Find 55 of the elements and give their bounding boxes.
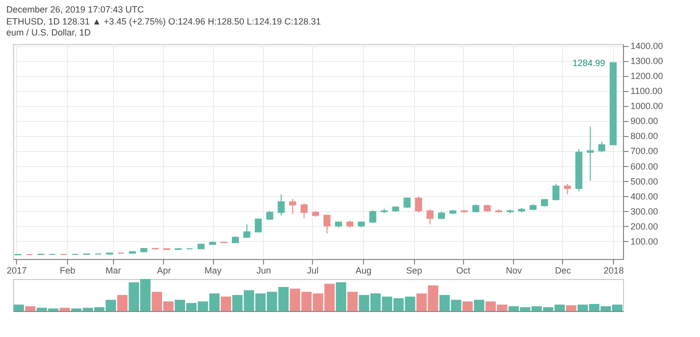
bar bbox=[117, 295, 128, 311]
candlestick bbox=[243, 224, 250, 238]
bar bbox=[462, 301, 473, 311]
candlestick bbox=[586, 126, 594, 182]
y-tick-label: 200.00 bbox=[630, 221, 658, 232]
x-tick-label: May bbox=[204, 266, 222, 276]
candlestick bbox=[289, 198, 296, 214]
x-tick-label: Mar bbox=[106, 266, 122, 276]
bar bbox=[14, 304, 24, 311]
x-tick-label: 2017 bbox=[6, 266, 27, 276]
x-tick-label: Aug bbox=[355, 266, 372, 276]
text: eum / U.S. Dollar, 1D bbox=[6, 28, 92, 38]
y-tick-label: 300.00 bbox=[630, 206, 658, 216]
candlestick bbox=[369, 210, 376, 224]
bar bbox=[336, 282, 346, 311]
candlestick bbox=[426, 208, 434, 225]
bar bbox=[220, 296, 232, 311]
y-tick-label: 1400.00 bbox=[630, 41, 664, 52]
y-tick-label: 1000.00 bbox=[630, 101, 664, 112]
y-tick-label: 800.00 bbox=[630, 131, 658, 142]
candlestick bbox=[415, 196, 422, 213]
x-tick-label: Sep bbox=[406, 266, 422, 276]
bar bbox=[60, 308, 70, 311]
y-tick-label: 900.00 bbox=[630, 116, 658, 126]
x-tick-label: Dec bbox=[554, 266, 572, 276]
x-tick-label: Jun bbox=[256, 266, 271, 276]
x-tick-label: Nov bbox=[506, 266, 522, 276]
candlestick bbox=[323, 214, 330, 234]
y-tick-label: 600.00 bbox=[630, 161, 658, 172]
y-tick-label: 500.00 bbox=[630, 176, 658, 186]
y-tick-label: 100.00 bbox=[630, 236, 658, 246]
y-tick-label: 1300.00 bbox=[630, 56, 664, 66]
annotation: 1284.99 bbox=[572, 58, 606, 68]
bar bbox=[474, 300, 484, 311]
x-tick-label: 2018 bbox=[604, 266, 624, 276]
candlestick bbox=[564, 183, 571, 195]
candlestick bbox=[552, 183, 560, 201]
bar bbox=[347, 292, 358, 311]
chart-title: December 26, 2019 17:07:43 UTC bbox=[6, 4, 144, 15]
chart-subtitle: ETHUSD, 1D 128.31 ▲ +3.45 (+2.75%) O:124.96 H:128.50 L:124.19 C:128.31 bbox=[6, 16, 321, 27]
x-tick-label: Apr bbox=[156, 266, 171, 276]
x-tick-label: Oct bbox=[456, 266, 471, 276]
candlestick bbox=[598, 141, 606, 153]
candlestick bbox=[278, 194, 285, 216]
candlestick bbox=[266, 210, 274, 220]
x-tick-label: Feb bbox=[60, 266, 76, 276]
x-tick-label: Jul bbox=[307, 266, 319, 276]
candlestick bbox=[300, 202, 308, 219]
y-tick-label: 1200.00 bbox=[630, 71, 664, 82]
y-tick-label: 700.00 bbox=[630, 146, 658, 156]
bar bbox=[566, 305, 576, 311]
candlestick bbox=[254, 218, 262, 232]
y-tick-label: 400.00 bbox=[630, 191, 658, 202]
y-tick-label: 1100.00 bbox=[630, 86, 662, 96]
bar bbox=[25, 306, 36, 311]
